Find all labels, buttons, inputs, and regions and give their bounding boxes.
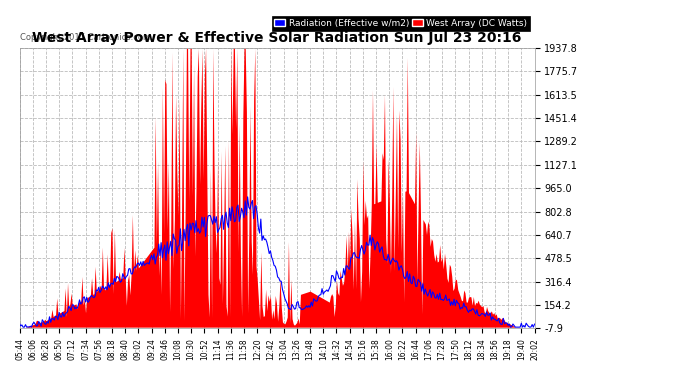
Legend: Radiation (Effective w/m2), West Array (DC Watts): Radiation (Effective w/m2), West Array (…: [272, 16, 530, 30]
Text: Copyright 2017 Cartronics.com: Copyright 2017 Cartronics.com: [19, 33, 150, 42]
Title: West Array Power & Effective Solar Radiation Sun Jul 23 20:16: West Array Power & Effective Solar Radia…: [32, 32, 522, 45]
